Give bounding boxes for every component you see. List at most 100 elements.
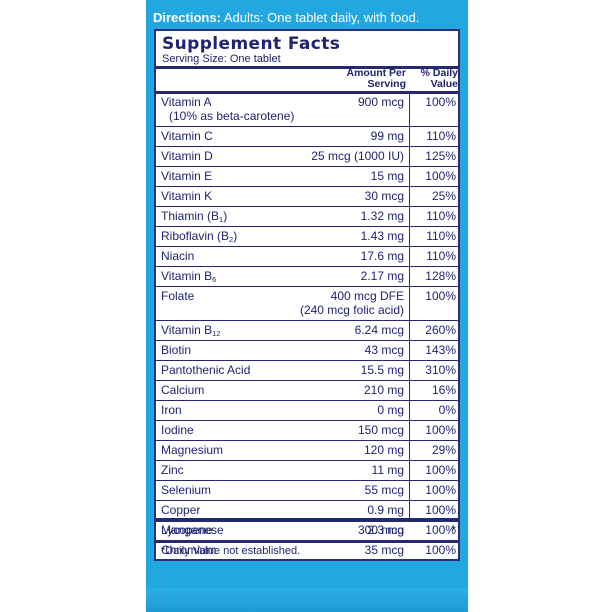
nutrient-name-text: Vitamin E bbox=[161, 169, 213, 183]
nutrient-dv: 100% bbox=[425, 289, 456, 303]
nutrient-dv: 110% bbox=[426, 209, 456, 223]
nutrient-name-text: Pantothenic Acid bbox=[161, 363, 251, 377]
header-amount-line1: Amount Per bbox=[346, 67, 406, 79]
nutrient-name-text: Copper bbox=[161, 503, 201, 517]
panel-shadow bbox=[146, 588, 468, 612]
row-divider bbox=[156, 380, 458, 381]
nutrient-dv: 100% bbox=[425, 463, 456, 477]
nutrient-dv: 100% bbox=[425, 95, 456, 109]
nutrient-amount-text: 900 mcg bbox=[357, 95, 404, 109]
nutrient-row: Pantothenic Acid 15.5 mg 310% bbox=[156, 360, 458, 380]
nutrient-amount: 210 mg bbox=[276, 383, 404, 397]
nutrient-name-text: Folate bbox=[161, 289, 195, 303]
nutrient-name: Thiamin (B1) bbox=[161, 209, 227, 223]
nutrient-name: Lycopene bbox=[161, 523, 213, 537]
nutrient-name-text: Magnesium bbox=[161, 443, 224, 457]
nutrient-name: Niacin bbox=[161, 249, 194, 263]
nutrient-row: Iron 0 mg 0% bbox=[156, 400, 458, 420]
nutrient-amount: 1.43 mg bbox=[276, 229, 404, 243]
nutrient-amount: 25 mcg (1000 IU) bbox=[276, 149, 404, 163]
row-divider bbox=[156, 146, 458, 147]
nutrient-dv: 0% bbox=[438, 403, 456, 417]
nutrient-amount-text: 1.43 mg bbox=[360, 229, 404, 243]
nutrient-name: Vitamin A (10% as beta-carotene) bbox=[161, 95, 294, 123]
nutrient-dv: 16% bbox=[431, 383, 456, 397]
nutrient-dv: 100% bbox=[425, 169, 456, 183]
nutrient-amount-text: 0 mg bbox=[377, 403, 404, 417]
nutrient-name: Folate bbox=[161, 289, 194, 303]
nutrient-row: Vitamin B12 6.24 mcg 260% bbox=[156, 320, 458, 340]
nutrient-amount-text: 99 mg bbox=[370, 129, 404, 143]
nutrient-name: Pantothenic Acid bbox=[161, 363, 250, 377]
nutrient-row: Zinc 11 mg 100% bbox=[156, 460, 458, 480]
nutrient-name-text: Vitamin B bbox=[161, 323, 213, 337]
nutrient-row: Thiamin (B1) 1.32 mg 110% bbox=[156, 206, 458, 226]
nutrient-name-text: Niacin bbox=[161, 249, 195, 263]
header-daily-value: % Daily Value bbox=[408, 68, 458, 90]
nutrient-name: Copper bbox=[161, 503, 200, 517]
row-divider bbox=[156, 360, 458, 361]
nutrient-name-subscript: 6 bbox=[212, 275, 217, 284]
nutrient-name-text: Chromium bbox=[161, 543, 217, 557]
nutrient-amount: 15 mg bbox=[276, 169, 404, 183]
nutrient-name-subscript: 12 bbox=[212, 329, 221, 338]
header-dv-line1: % Daily bbox=[420, 67, 458, 79]
nutrient-name: Zinc bbox=[161, 463, 184, 477]
nutrient-amount-text: 120 mg bbox=[363, 443, 404, 457]
nutrient-name: Iodine bbox=[161, 423, 194, 437]
row-divider bbox=[156, 266, 458, 267]
row-divider bbox=[156, 226, 458, 227]
nutrient-row: Vitamin K 30 mcg 25% bbox=[156, 186, 458, 206]
nutrient-dv: 100% bbox=[425, 543, 456, 557]
nutrient-row: Selenium 55 mcg 100% bbox=[156, 480, 458, 500]
nutrient-amount-text: 400 mcg DFE bbox=[330, 289, 404, 303]
nutrient-name-text: Vitamin A bbox=[161, 95, 212, 109]
nutrient-name-text: Vitamin C bbox=[161, 129, 213, 143]
serving-size: Serving Size: One tablet bbox=[162, 53, 281, 65]
nutrient-amount: 6.24 mcg bbox=[276, 323, 404, 337]
nutrient-row: Vitamin C 99 mg 110% bbox=[156, 126, 458, 146]
nutrient-amount-detail: (240 mcg folic acid) bbox=[299, 303, 404, 317]
nutrient-amount-text: 30 mcg bbox=[364, 189, 404, 203]
nutrient-amount-text: 150 mcg bbox=[357, 423, 404, 437]
nutrient-name-text: Calcium bbox=[161, 383, 205, 397]
nutrient-amount-text: 2.3 mg bbox=[367, 523, 404, 537]
row-divider bbox=[156, 126, 458, 127]
nutrient-name: Iron bbox=[161, 403, 182, 417]
nutrient-row: Magnesium 120 mg 29% bbox=[156, 440, 458, 460]
row-divider bbox=[156, 540, 458, 541]
nutrient-amount: 99 mg bbox=[276, 129, 404, 143]
nutrient-amount-text: 43 mcg bbox=[364, 343, 404, 357]
nutrient-row: Niacin 17.6 mg 110% bbox=[156, 246, 458, 266]
nutrient-amount-text: 1.32 mg bbox=[360, 209, 404, 223]
header-dv-line2: Value bbox=[430, 78, 458, 90]
nutrient-dv: 260% bbox=[425, 323, 456, 337]
nutrient-dv: 310% bbox=[425, 363, 456, 377]
nutrient-name-text: Selenium bbox=[161, 483, 212, 497]
nutrient-name-detail: (10% as beta-carotene) bbox=[169, 109, 295, 123]
nutrient-amount: 1.32 mg bbox=[276, 209, 404, 223]
nutrient-name-text: Iodine bbox=[161, 423, 194, 437]
nutrient-name: Vitamin D bbox=[161, 149, 213, 163]
nutrient-amount: 150 mcg bbox=[276, 423, 404, 437]
nutrient-dv: 100% bbox=[425, 483, 456, 497]
row-divider bbox=[156, 400, 458, 401]
nutrient-name-text: Vitamin B bbox=[161, 269, 213, 283]
nutrient-row: Riboflavin (B2) 1.43 mg 110% bbox=[156, 226, 458, 246]
nutrient-row: Iodine 150 mcg 100% bbox=[156, 420, 458, 440]
nutrient-amount: 0.9 mg bbox=[276, 503, 404, 517]
nutrient-row: Vitamin B6 2.17 mg 128% bbox=[156, 266, 458, 286]
nutrient-name: Manganese bbox=[161, 523, 224, 537]
nutrient-name: Vitamin K bbox=[161, 189, 212, 203]
nutrient-amount: 55 mcg bbox=[276, 483, 404, 497]
nutrient-row: Vitamin E 15 mg 100% bbox=[156, 166, 458, 186]
nutrient-amount-text: 25 mcg (1000 IU) bbox=[311, 149, 404, 163]
nutrient-amount: 15.5 mg bbox=[276, 363, 404, 377]
nutrient-row: Folate 400 mcg DFE (240 mcg folic acid) 100… bbox=[156, 286, 458, 320]
nutrient-name: Chromium bbox=[161, 543, 216, 557]
nutrient-name-text: Riboflavin (B bbox=[161, 229, 230, 243]
nutrient-amount: 300 mcg bbox=[357, 523, 404, 537]
nutrient-amount-text: 0.9 mg bbox=[367, 503, 404, 517]
nutrient-name: Vitamin B6 bbox=[161, 269, 216, 283]
row-divider bbox=[156, 480, 458, 481]
